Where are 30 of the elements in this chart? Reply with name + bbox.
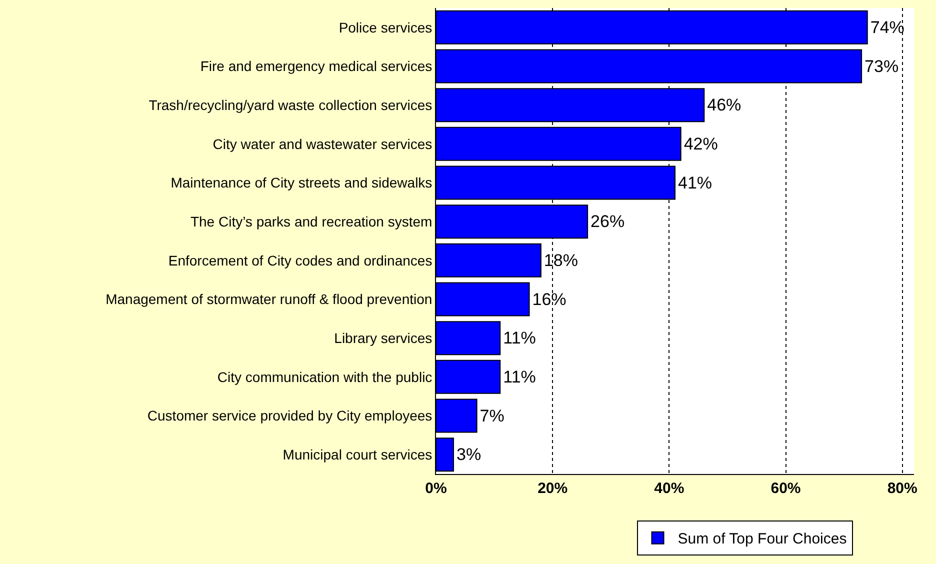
data-label: 18% [544,250,578,270]
y-tick-label: Customer service provided by City employees [147,408,432,424]
data-label: 11% [503,328,536,348]
y-tick-label: Enforcement of City codes and ordinances [168,252,432,268]
data-label: 42% [684,134,718,154]
y-tick-label: The City’s parks and recreation system [190,213,432,230]
y-tick-label: Management of stormwater runoff & flood prevention [106,291,432,308]
y-tick-label: Police services [338,19,432,36]
data-label: 74% [870,18,904,37]
y-tick-label: Trash/recycling/yard waste collection services [148,96,432,113]
x-tick-label: 20% [538,480,568,497]
y-tick-label: Maintenance of City streets and sidewalks [170,174,432,191]
data-label: 11% [503,367,536,386]
x-tick-label: 0% [425,480,447,497]
y-tick-label: City water and wastewater services [212,136,432,152]
y-tick-label: Fire and emergency medical services [200,58,432,74]
data-label: 7% [480,406,504,426]
data-label: 3% [456,445,482,464]
x-tick-label: 40% [654,480,684,497]
data-label: 26% [590,212,625,232]
y-tick-label: Library services [334,330,432,346]
y-tick-label: City communication with the public [217,368,432,385]
data-label: 16% [532,290,566,309]
data-label: 41% [678,173,712,192]
data-label: 73% [864,56,899,76]
y-tick-label: Municipal court services [282,446,432,462]
x-tick-label: 60% [770,480,801,497]
legend-label: Sum of Top Four Choices [678,530,847,548]
data-label: 46% [707,96,742,115]
x-tick-label: 80% [887,480,918,497]
